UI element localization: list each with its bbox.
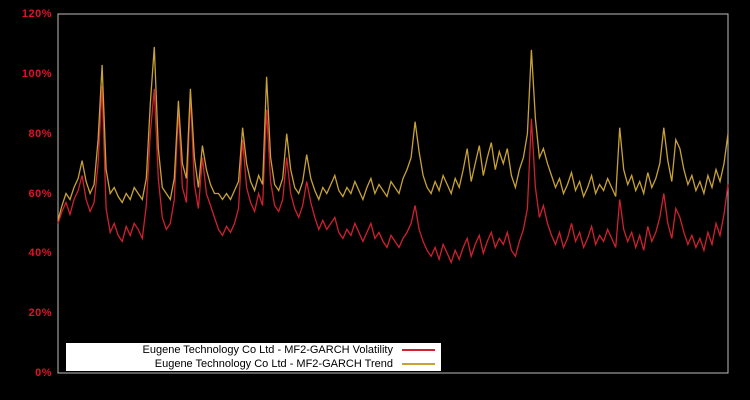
volatility-series-line (57, 85, 729, 265)
legend-label-volatility: Eugene Technology Co Ltd - MF2-GARCH Vol… (142, 344, 393, 356)
legend-item-volatility: Eugene Technology Co Ltd - MF2-GARCH Vol… (66, 343, 441, 357)
legend: Eugene Technology Co Ltd - MF2-GARCH Vol… (66, 343, 441, 371)
legend-label-trend: Eugene Technology Co Ltd - MF2-GARCH Tre… (154, 358, 393, 370)
trend-line-sample-icon (402, 363, 435, 365)
y-tick-label-0: 0% (35, 367, 52, 379)
y-tick-label-60: 60% (28, 187, 52, 200)
y-tick-label-80: 80% (28, 127, 52, 140)
trend-series-line (57, 46, 729, 221)
y-tick-label-100: 100% (21, 67, 52, 80)
legend-item-trend: Eugene Technology Co Ltd - MF2-GARCH Tre… (66, 357, 441, 371)
y-tick-label-20: 20% (28, 307, 52, 320)
volatility-line-sample-icon (402, 349, 435, 351)
y-tick-label-40: 40% (28, 247, 52, 260)
y-tick-label-120: 120% (21, 8, 52, 20)
plot-border (57, 13, 729, 374)
